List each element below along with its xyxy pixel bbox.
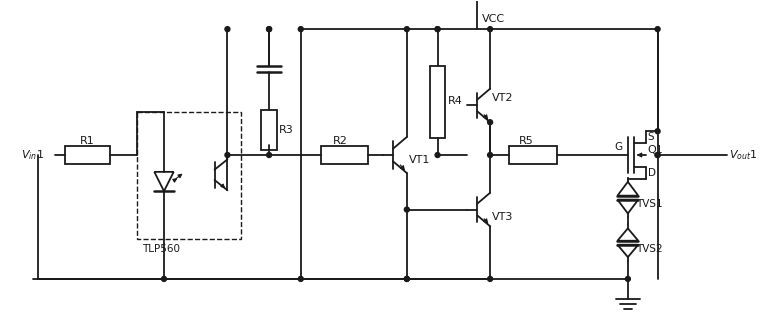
Text: R5: R5 <box>519 136 534 146</box>
Circle shape <box>435 27 440 32</box>
Text: D: D <box>648 168 656 178</box>
Circle shape <box>225 27 230 32</box>
Circle shape <box>488 120 493 125</box>
Circle shape <box>404 207 409 212</box>
Text: TVS1: TVS1 <box>636 198 663 208</box>
Bar <box>321 146 368 164</box>
Circle shape <box>655 153 660 158</box>
Text: VCC: VCC <box>483 14 505 24</box>
Bar <box>65 146 110 164</box>
Circle shape <box>225 153 230 158</box>
Circle shape <box>267 27 271 32</box>
Circle shape <box>625 276 630 281</box>
Text: G: G <box>614 142 622 152</box>
Text: $V_{out}$1: $V_{out}$1 <box>729 148 758 162</box>
Text: VT2: VT2 <box>492 93 514 103</box>
Text: Q1: Q1 <box>648 145 664 155</box>
Circle shape <box>404 276 409 281</box>
Circle shape <box>488 27 493 32</box>
Bar <box>138 112 242 239</box>
Circle shape <box>435 153 440 158</box>
Circle shape <box>298 27 303 32</box>
Bar <box>430 66 445 138</box>
Bar <box>509 146 556 164</box>
Circle shape <box>162 276 166 281</box>
Text: R1: R1 <box>80 136 95 146</box>
Circle shape <box>404 276 409 281</box>
Text: VT3: VT3 <box>492 213 514 222</box>
Text: R4: R4 <box>448 96 462 106</box>
Circle shape <box>267 153 271 158</box>
Circle shape <box>298 276 303 281</box>
Circle shape <box>655 27 660 32</box>
Text: VT1: VT1 <box>409 155 430 165</box>
Text: $V_{in}$1: $V_{in}$1 <box>21 148 44 162</box>
Text: R2: R2 <box>333 136 347 146</box>
Circle shape <box>655 153 660 158</box>
Text: R3: R3 <box>279 125 294 135</box>
Text: TLP560: TLP560 <box>142 244 180 254</box>
Circle shape <box>404 27 409 32</box>
Circle shape <box>435 27 440 32</box>
Text: S: S <box>648 132 654 142</box>
Bar <box>261 111 277 150</box>
Text: TVS2: TVS2 <box>636 244 663 254</box>
Circle shape <box>655 129 660 134</box>
Circle shape <box>488 153 493 158</box>
Circle shape <box>267 27 271 32</box>
Circle shape <box>488 276 493 281</box>
